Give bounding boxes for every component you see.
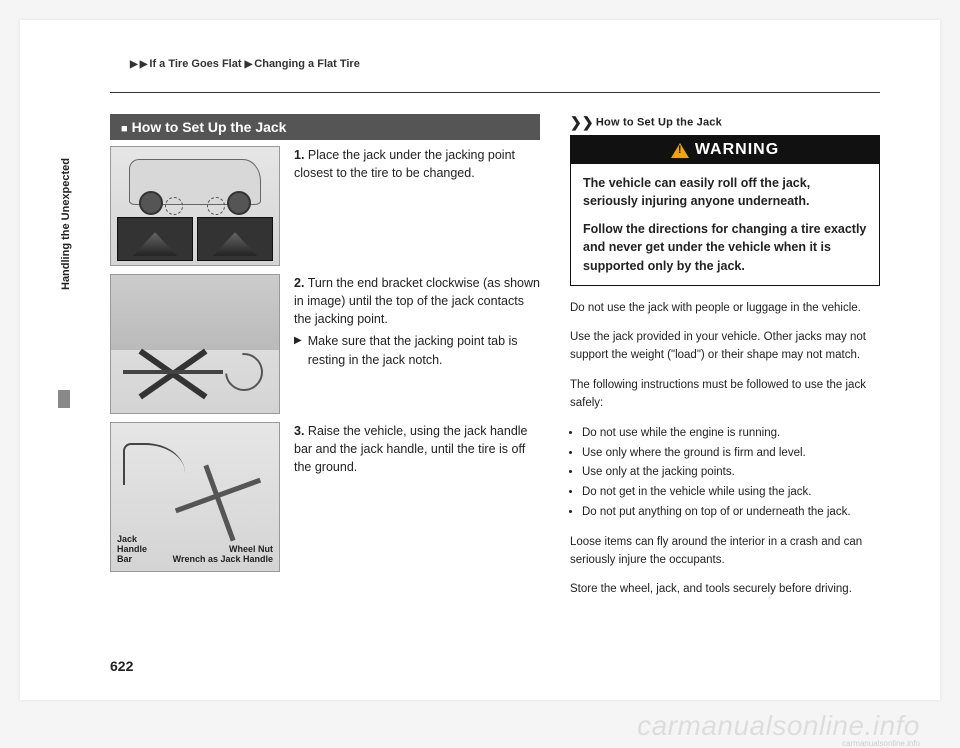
- warning-title: WARNING: [571, 136, 879, 164]
- square-bullet-icon: ■: [121, 123, 128, 135]
- vehicle-underside: [111, 275, 279, 350]
- step-row: Jack Handle Bar Wheel Nut Wrench as Jack…: [110, 422, 540, 572]
- step-number: 2.: [294, 276, 304, 290]
- triangle-bullet-icon: ▶: [294, 332, 302, 368]
- scissor-jack: [133, 341, 213, 401]
- jack-inset: [197, 217, 273, 261]
- section-title: How to Set Up the Jack: [132, 119, 287, 135]
- manual-page: ▶▶If a Tire Goes Flat ▶Changing a Flat T…: [20, 20, 940, 700]
- jacking-point-marker: [165, 197, 183, 215]
- step-text: 2. Turn the end bracket clockwise (as sh…: [294, 274, 540, 414]
- watermark: carmanualsonline.info: [637, 710, 920, 742]
- step-number: 1.: [294, 148, 304, 162]
- note-li: Use only at the jacking points.: [582, 464, 880, 482]
- wheel-nut-wrench-shape: [173, 463, 263, 543]
- step-text: 3. Raise the vehicle, using the jack han…: [294, 422, 540, 572]
- warning-p2: Follow the directions for changing a tir…: [583, 220, 867, 274]
- chevron-icon: ▶: [130, 59, 138, 70]
- note-p: Do not use the jack with people or lugga…: [570, 300, 880, 318]
- note-p: Store the wheel, jack, and tools securel…: [570, 581, 880, 599]
- jack-inset: [117, 217, 193, 261]
- note-p: The following instructions must be follo…: [570, 377, 880, 413]
- chevron-icon: ▶: [140, 59, 148, 70]
- note-list: Do not use while the engine is running. …: [570, 425, 880, 522]
- illustration-jacking-points: [110, 146, 280, 266]
- page-number: 622: [110, 658, 133, 674]
- section-tab-marker: [58, 390, 70, 408]
- side-notes: Do not use the jack with people or lugga…: [570, 300, 880, 600]
- jack-inset-group: [117, 217, 273, 261]
- warning-p1: The vehicle can easily roll off the jack…: [583, 174, 867, 210]
- step-row: 2. Turn the end bracket clockwise (as sh…: [110, 274, 540, 414]
- left-column: ■How to Set Up the Jack 1. P: [110, 114, 540, 660]
- note-header-text: How to Set Up the Jack: [596, 116, 722, 128]
- note-li: Do not get in the vehicle while using th…: [582, 484, 880, 502]
- note-p: Use the jack provided in your vehicle. O…: [570, 329, 880, 365]
- breadcrumb-seg: If a Tire Goes Flat: [149, 58, 241, 70]
- step-text: 1. Place the jack under the jacking poin…: [294, 146, 540, 266]
- section-header: ■ How to Set Up the Jack: [110, 114, 540, 140]
- step-body: Place the jack under the jacking point c…: [294, 148, 515, 180]
- jack-screw: [123, 370, 223, 374]
- illustration-jack-turn: [110, 274, 280, 414]
- warning-title-text: WARNING: [695, 141, 779, 159]
- note-header: ❯❯How to Set Up the Jack: [570, 114, 880, 131]
- step-body: Turn the end bracket clockwise (as shown…: [294, 276, 540, 326]
- note-li: Do not use while the engine is running.: [582, 425, 880, 443]
- label-jack-handle-bar: Jack Handle Bar: [117, 535, 147, 565]
- chevron-icon: ▶: [245, 59, 253, 70]
- watermark-small: carmanualsonline.info: [842, 739, 920, 748]
- section-side-tab: Handling the Unexpected: [60, 272, 72, 290]
- reference-icon: ❯❯: [570, 114, 594, 130]
- step-sub: ▶ Make sure that the jacking point tab i…: [294, 332, 540, 368]
- warning-box: WARNING The vehicle can easily roll off …: [570, 135, 880, 286]
- warning-triangle-icon: [671, 143, 689, 158]
- step-number: 3.: [294, 424, 304, 438]
- wheel-icon: [139, 191, 163, 215]
- jacking-point-marker: [207, 197, 225, 215]
- step-sub-text: Make sure that the jacking point tab is …: [308, 332, 540, 368]
- illustration-jack-handle: Jack Handle Bar Wheel Nut Wrench as Jack…: [110, 422, 280, 572]
- content-area: ■How to Set Up the Jack 1. P: [110, 114, 880, 660]
- step-body: Raise the vehicle, using the jack handle…: [294, 424, 528, 474]
- divider: [110, 92, 880, 93]
- note-li: Use only where the ground is firm and le…: [582, 445, 880, 463]
- note-li: Do not put anything on top of or underne…: [582, 504, 880, 522]
- note-p: Loose items can fly around the interior …: [570, 534, 880, 570]
- warning-body: The vehicle can easily roll off the jack…: [571, 164, 879, 285]
- rotate-arrow-icon: [217, 345, 271, 399]
- wheel-icon: [227, 191, 251, 215]
- step-row: 1. Place the jack under the jacking poin…: [110, 146, 540, 266]
- breadcrumb: ▶▶If a Tire Goes Flat ▶Changing a Flat T…: [130, 58, 360, 70]
- right-column: ❯❯How to Set Up the Jack WARNING The veh…: [570, 114, 880, 660]
- breadcrumb-seg: Changing a Flat Tire: [254, 58, 360, 70]
- label-wheel-nut-wrench: Wheel Nut Wrench as Jack Handle: [173, 545, 273, 565]
